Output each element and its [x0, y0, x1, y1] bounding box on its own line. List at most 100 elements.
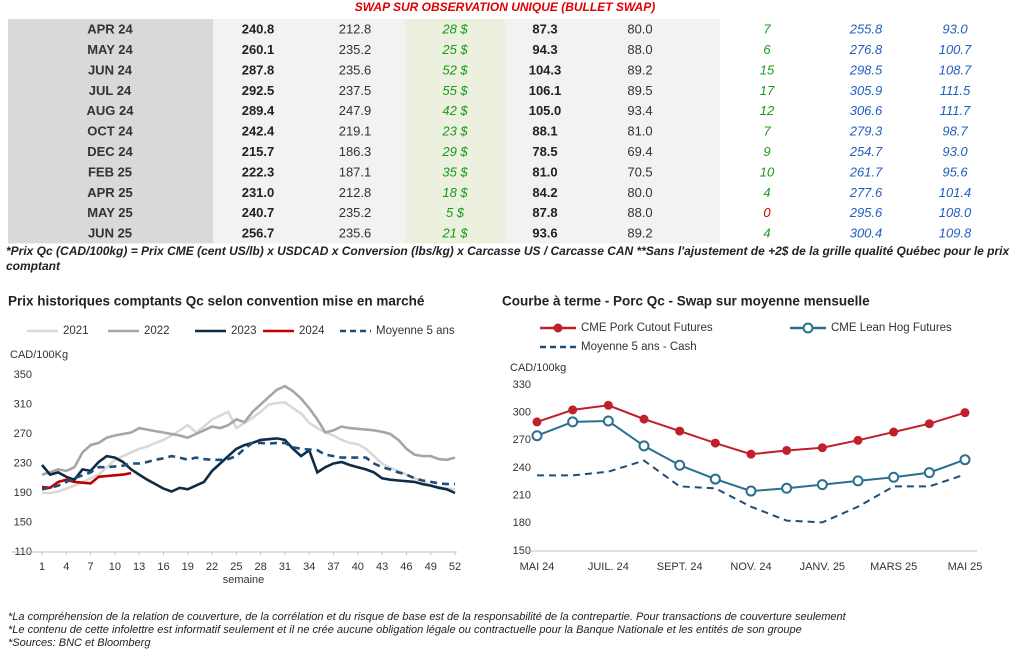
point: [852, 475, 864, 487]
point: [638, 440, 650, 452]
x-tick-label: 1: [39, 561, 45, 573]
x-tick-label: JANV. 25: [800, 561, 845, 573]
y-tick-label: 240: [513, 462, 531, 474]
table-cell: 289.4: [242, 103, 275, 118]
point: [959, 454, 971, 466]
x-tick-label: 28: [255, 561, 267, 573]
legend-marker: [553, 323, 563, 333]
y-tick-label: 190: [14, 487, 32, 499]
table-cell: 231.0: [242, 185, 275, 200]
footnote: *Prix Qc (CAD/100kg) = Prix CME (cent US…: [6, 244, 1010, 273]
table-cell: 287.8: [242, 62, 275, 77]
table-cell: AUG 24: [87, 103, 135, 118]
table-cell: 88.0: [627, 205, 652, 220]
table-cell: 7: [763, 22, 771, 37]
table-cell: 111.5: [940, 83, 971, 98]
table-cell: 93.0: [942, 22, 968, 37]
table-cell: 80.0: [627, 22, 652, 37]
table-cell: 4: [763, 185, 770, 200]
point: [675, 426, 685, 436]
x-tick-label: MAI 25: [948, 561, 983, 573]
table-cell: 98.7: [942, 124, 968, 139]
table-cell: 70.5: [627, 164, 652, 179]
x-tick-label: 49: [425, 561, 437, 573]
y-tick-label: 300: [513, 407, 531, 419]
y-axis-label: CAD/100kg: [510, 362, 566, 374]
x-tick-label: 40: [352, 561, 364, 573]
table-cell: 106.1: [529, 83, 562, 98]
legend-marker: [802, 322, 814, 334]
series-line: [41, 471, 132, 490]
table-cell: JUN 25: [88, 226, 132, 241]
table-cell: 78.5: [532, 144, 557, 159]
series-line: [537, 459, 966, 524]
x-tick-label: 10: [109, 561, 121, 573]
table-cell: 81.0: [532, 164, 557, 179]
y-tick-label: 330: [513, 379, 531, 391]
footer-note: *Sources: BNC et Bloomberg: [8, 637, 151, 649]
legend-label: CME Lean Hog Futures: [831, 322, 952, 334]
table-cell: 5 $: [446, 205, 465, 220]
x-tick-label: NOV. 24: [730, 561, 771, 573]
cell-bg: [8, 19, 213, 244]
cell-bg: [213, 19, 405, 244]
x-tick-label: MARS 25: [870, 561, 917, 573]
x-tick-label: 4: [63, 561, 69, 573]
table-cell: DEC 24: [87, 144, 133, 159]
point: [568, 405, 578, 415]
table-cell: 235.6: [339, 226, 372, 241]
point: [816, 479, 828, 491]
point: [709, 473, 721, 485]
table-cell: 292.5: [242, 83, 275, 98]
legend-label: 2023: [231, 325, 257, 337]
x-tick-label: 25: [230, 561, 242, 573]
point: [531, 430, 543, 442]
table-cell: 277.6: [849, 185, 883, 200]
x-tick-label: 34: [303, 561, 315, 573]
table-cell: 89.2: [627, 62, 652, 77]
x-tick-label: 43: [376, 561, 388, 573]
x-tick-label: 31: [279, 561, 291, 573]
point: [782, 445, 792, 455]
legend-label: Moyenne 5 ans - Cash: [581, 341, 697, 353]
point: [567, 416, 579, 428]
table-cell: 21 $: [441, 226, 468, 241]
legend-label: CME Pork Cutout Futures: [581, 322, 713, 334]
table-cell: 80.0: [627, 185, 652, 200]
legend-label: 2022: [144, 325, 170, 337]
table-cell: 89.5: [627, 83, 652, 98]
x-tick-label: MAI 24: [520, 561, 555, 573]
table-cell: JUL 24: [89, 83, 132, 98]
point: [745, 485, 757, 497]
table-cell: FEB 25: [88, 164, 132, 179]
legend-label: Moyenne 5 ans: [376, 325, 455, 337]
y-tick-label: 150: [14, 516, 32, 528]
table-cell: 235.2: [339, 205, 372, 220]
x-tick-label: JUIL. 24: [588, 561, 629, 573]
y-tick-label: 350: [14, 369, 32, 381]
table-cell: 111.7: [940, 103, 971, 118]
table-title: SWAP SUR OBSERVATION UNIQUE (BULLET SWAP…: [355, 0, 655, 14]
table-cell: 10: [760, 164, 775, 179]
x-axis-label: semaine: [223, 574, 265, 586]
point: [781, 482, 793, 494]
table-cell: 261.7: [849, 164, 883, 179]
table-cell: 93.6: [532, 226, 557, 241]
table-cell: APR 24: [87, 22, 133, 37]
point: [639, 414, 649, 424]
table-cell: 240.8: [242, 22, 275, 37]
point: [746, 449, 756, 459]
point: [923, 467, 935, 479]
y-tick-label: 310: [14, 398, 32, 410]
x-tick-label: 22: [206, 561, 218, 573]
x-tick-label: 13: [133, 561, 145, 573]
table-cell: 42 $: [442, 103, 468, 118]
point: [853, 435, 863, 445]
table-cell: 222.3: [242, 164, 275, 179]
y-axis-label: CAD/100Kg: [10, 349, 68, 361]
table-cell: 69.4: [627, 144, 652, 159]
point: [710, 438, 720, 448]
point: [924, 419, 934, 429]
table-cell: 306.6: [850, 103, 883, 118]
table-cell: 298.5: [849, 62, 883, 77]
